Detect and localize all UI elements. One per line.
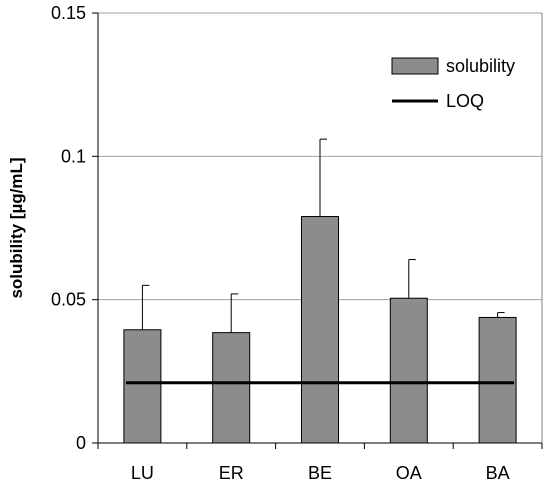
y-tick-label: 0.05 — [51, 290, 86, 310]
y-tick-labels: 0 0.05 0.1 0.15 — [51, 3, 86, 453]
bar-be — [301, 216, 339, 444]
x-tick-label-oa: OA — [396, 463, 422, 483]
x-tick-label-ba: BA — [486, 463, 510, 483]
y-tick-label: 0 — [76, 433, 86, 453]
bar-oa — [389, 297, 428, 444]
legend-label-loq: LOQ — [446, 91, 484, 111]
bars-group — [123, 216, 517, 444]
bar-lu — [123, 329, 162, 444]
legend-label-solubility: solubility — [446, 56, 515, 76]
bar-ba — [478, 316, 517, 444]
x-tick-label-be: BE — [308, 463, 332, 483]
x-tick-label-lu: LU — [131, 463, 154, 483]
axes — [92, 12, 543, 449]
x-tick-labels: LU ER BE OA BA — [131, 463, 510, 483]
legend: solubility LOQ — [391, 56, 515, 111]
y-tick-label: 0.15 — [51, 3, 86, 23]
bar-er — [212, 332, 251, 444]
legend-swatch-solubility — [391, 57, 439, 75]
y-axis-title: solubility [µg/mL] — [7, 157, 26, 298]
y-tick-label: 0.1 — [61, 146, 86, 166]
x-tick-label-er: ER — [219, 463, 244, 483]
error-bars-group — [141, 138, 505, 333]
